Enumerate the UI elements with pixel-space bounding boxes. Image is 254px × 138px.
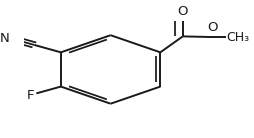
- Text: N: N: [0, 32, 9, 45]
- Text: O: O: [207, 21, 217, 34]
- Text: CH₃: CH₃: [227, 30, 250, 44]
- Text: F: F: [27, 89, 34, 102]
- Text: O: O: [178, 5, 188, 18]
